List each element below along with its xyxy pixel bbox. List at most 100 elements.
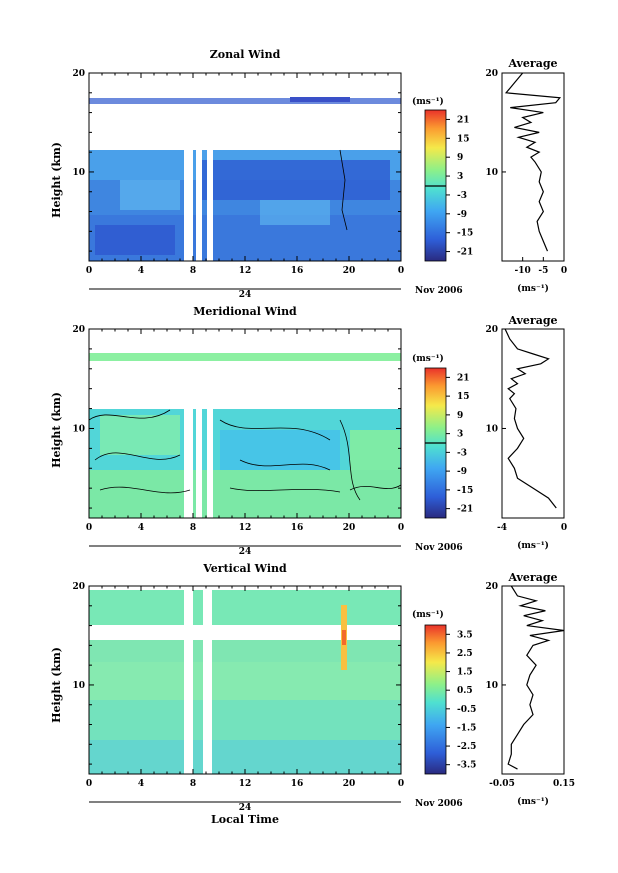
data-gap (184, 150, 193, 261)
colorbar-tick-label: 21 (457, 115, 470, 125)
average-profile: Average (ms⁻¹) -4 0 10 20 (485, 314, 567, 551)
date-label: 24 (239, 290, 252, 300)
colorbar-unit: (ms⁻¹) (412, 353, 444, 364)
y-axis-label: Height (km) (50, 392, 63, 468)
x-tick-label: 8 (190, 779, 196, 789)
x-tick-label: 20 (343, 523, 356, 533)
average-title: Average (507, 571, 557, 584)
colorbar-unit: (ms⁻¹) (412, 96, 444, 107)
panel-title: Zonal Wind (210, 48, 281, 61)
average-x-tick-label: 0 (561, 266, 567, 276)
x-tick-label: 16 (291, 266, 304, 276)
y-tick-label: 10 (72, 681, 85, 691)
x-axis: 0 4 8 12 16 20 0 (86, 73, 404, 276)
colorbar-ticks: 21 15 9 3 -3 -9 -15 -21 (446, 115, 473, 258)
x-tick-label: 0 (398, 523, 404, 533)
colorbar-tick-label: -15 (457, 229, 473, 239)
x-axis: 0 4 8 12 16 20 0 (86, 586, 404, 789)
data-gap (184, 409, 193, 518)
x-tick-label: 4 (138, 266, 144, 276)
colorbar-tick-label: -3 (457, 448, 467, 458)
wind-band-upper (290, 97, 350, 102)
colorbar-tick-label: 2.5 (457, 649, 473, 659)
heatmap-field (88, 585, 402, 775)
colorbar-tick-label: -1.5 (457, 723, 476, 733)
colorbar-tick-label: -9 (457, 210, 467, 220)
average-line (507, 585, 565, 770)
colorbar-tick-label: -3 (457, 191, 467, 201)
colorbar-tick-label: 15 (457, 134, 470, 144)
wind-patch (200, 160, 390, 200)
y-axis: 10 20 (72, 582, 401, 765)
colorbar-unit: (ms⁻¹) (412, 609, 444, 620)
wind-patch (95, 225, 175, 255)
month-label: Nov 2006 (415, 286, 463, 296)
colorbar-tick-label: 15 (457, 392, 470, 402)
average-x-tick-label: 0.15 (553, 779, 575, 789)
wind-patch (100, 415, 180, 455)
y-tick-label: 10 (72, 168, 85, 178)
colorbar-tick-label: -15 (457, 486, 473, 496)
zero-contour (88, 409, 402, 501)
colorbar-ticks: 3.5 2.5 1.5 0.5 -0.5 -1.5 -2.5 -3.5 (446, 630, 476, 771)
date-label: 24 (239, 803, 252, 813)
x-tick-label: 12 (239, 779, 252, 789)
zero-contour (339, 149, 348, 231)
x-tick-label: 0 (86, 266, 92, 276)
x-tick-label: 8 (190, 266, 196, 276)
x-tick-label: 0 (86, 779, 92, 789)
colorbar-tick-label: -9 (457, 467, 467, 477)
y-tick-label: 20 (72, 325, 85, 335)
data-gap (184, 590, 193, 774)
y-tick-label: 20 (72, 582, 85, 592)
data-gap (196, 150, 202, 261)
colorbar-tick-label: 3.5 (457, 630, 473, 640)
wind-patch (350, 430, 400, 470)
heatmap-field (88, 328, 402, 519)
wind-band-upper (89, 590, 401, 625)
wind-patch (220, 430, 340, 470)
y-axis-label: Height (km) (50, 647, 63, 723)
average-unit: (ms⁻¹) (517, 796, 549, 807)
colorbar-tick-label: 1.5 (457, 668, 473, 678)
colorbar-gradient (424, 624, 447, 775)
panel-zonal: Zonal Wind 0 4 8 12 16 20 0 10 20 Height (km) 2… (50, 48, 567, 300)
average-line (504, 328, 557, 509)
x-tick-label: 12 (239, 266, 252, 276)
average-profile: Average (ms⁻¹) -10 -5 0 10 20 (485, 57, 567, 294)
average-y-tick-label: 10 (485, 168, 498, 178)
x-tick-label: 20 (343, 266, 356, 276)
average-y-tick-label: 10 (485, 681, 498, 691)
month-label: Nov 2006 (415, 799, 463, 809)
colorbar-tick-label: -21 (457, 248, 473, 258)
x-tick-label: 8 (190, 523, 196, 533)
average-line (504, 72, 562, 252)
wind-band-upper (89, 353, 401, 361)
x-tick-label: 0 (398, 266, 404, 276)
panel-meridional: Meridional Wind 0 4 8 12 16 20 0 10 20 Height (… (50, 305, 567, 557)
data-gap (207, 409, 213, 518)
average-y-tick-label: 20 (485, 325, 498, 335)
date-label: 24 (239, 547, 252, 557)
average-x-tick-label: 0 (561, 523, 567, 533)
average-frame (501, 72, 565, 262)
average-title: Average (507, 57, 557, 70)
average-y-tick-label: 10 (485, 424, 498, 434)
colorbar-tick-label: 0.5 (457, 686, 473, 696)
y-axis-label: Height (km) (50, 142, 63, 218)
colorbar-tick-label: -21 (457, 505, 473, 515)
average-x-tick-label: -5 (538, 266, 548, 276)
wind-patch (89, 470, 401, 518)
wind-patch (89, 740, 401, 774)
heatmap-field (88, 72, 402, 262)
colorbar-tick-label: 3 (457, 172, 463, 182)
y-tick-label: 20 (72, 69, 85, 79)
average-x-tick-label: -10 (515, 266, 531, 276)
wind-patch (120, 180, 180, 210)
colorbar: (ms⁻¹) 21 15 9 3 -3 -9 -15 -21 (412, 96, 473, 262)
average-unit: (ms⁻¹) (517, 540, 549, 551)
colorbar: (ms⁻¹) 21 15 9 3 -3 -9 -15 -21 (412, 353, 473, 519)
average-frame (501, 328, 565, 519)
panel-title: Meridional Wind (193, 305, 297, 318)
